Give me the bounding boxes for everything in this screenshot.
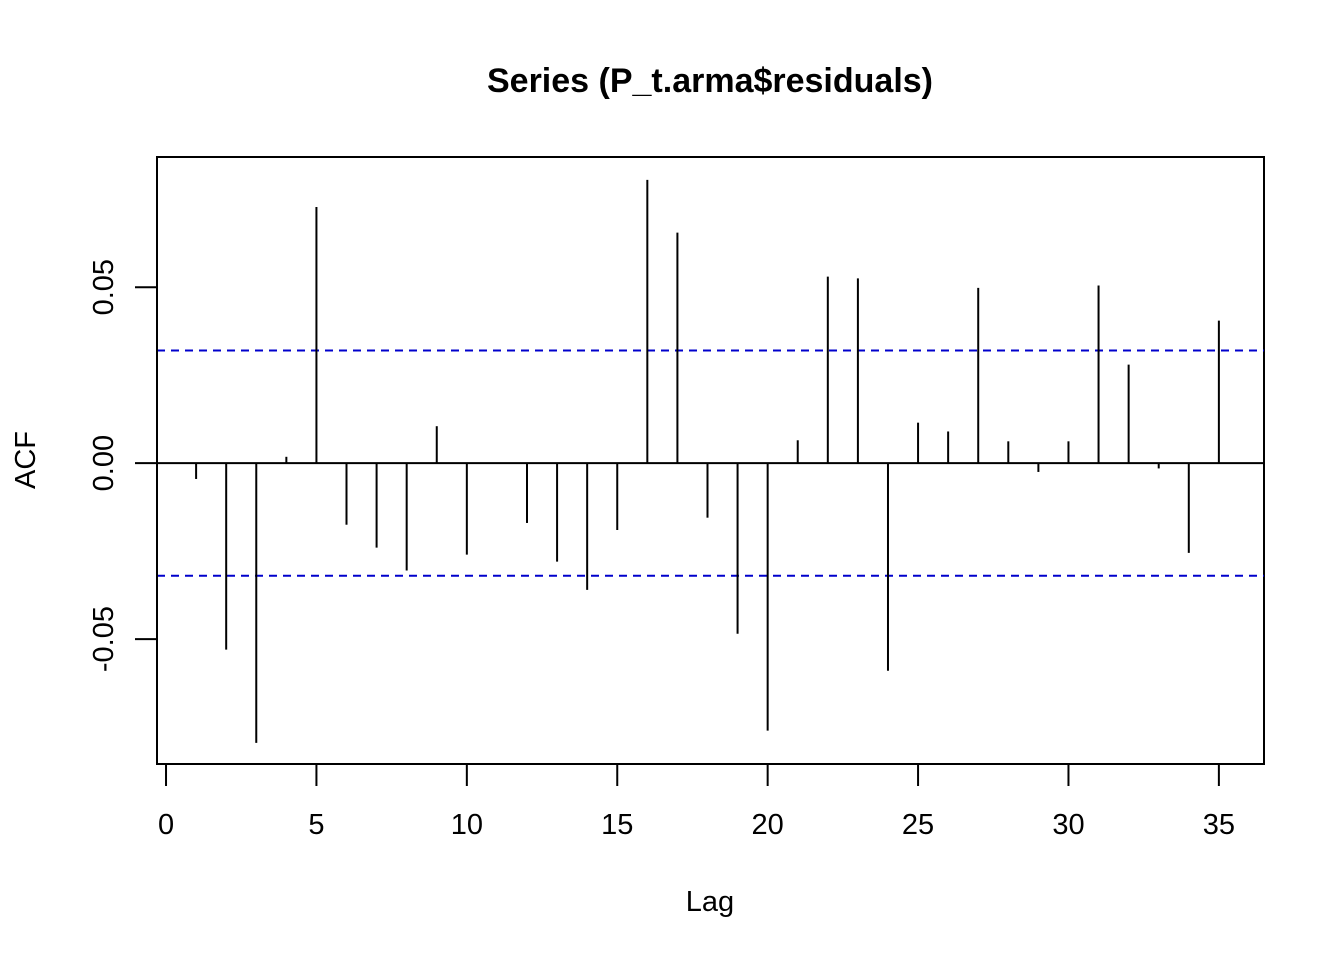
- y-tick-label-2: 0.05: [88, 259, 120, 315]
- x-axis-label: Lag: [686, 886, 734, 918]
- y-tick-label-1: 0.00: [88, 435, 120, 491]
- x-tick-label-5: 5: [308, 809, 324, 841]
- x-tick-label-10: 10: [451, 809, 483, 841]
- y-axis-label: ACF: [10, 431, 42, 489]
- y-tick-label-0: -0.05: [88, 606, 120, 672]
- x-tick-label-20: 20: [752, 809, 784, 841]
- chart-marks: 0 5 10 15 20 25 30 35 -0.05 0.00 0.05: [88, 179, 1264, 841]
- x-tick-label-35: 35: [1203, 809, 1235, 841]
- x-tick-label-30: 30: [1052, 809, 1084, 841]
- x-tick-label-0: 0: [158, 809, 174, 841]
- chart-title: Series (P_t.arma$residuals): [487, 62, 933, 100]
- x-tick-label-25: 25: [902, 809, 934, 841]
- x-tick-label-15: 15: [601, 809, 633, 841]
